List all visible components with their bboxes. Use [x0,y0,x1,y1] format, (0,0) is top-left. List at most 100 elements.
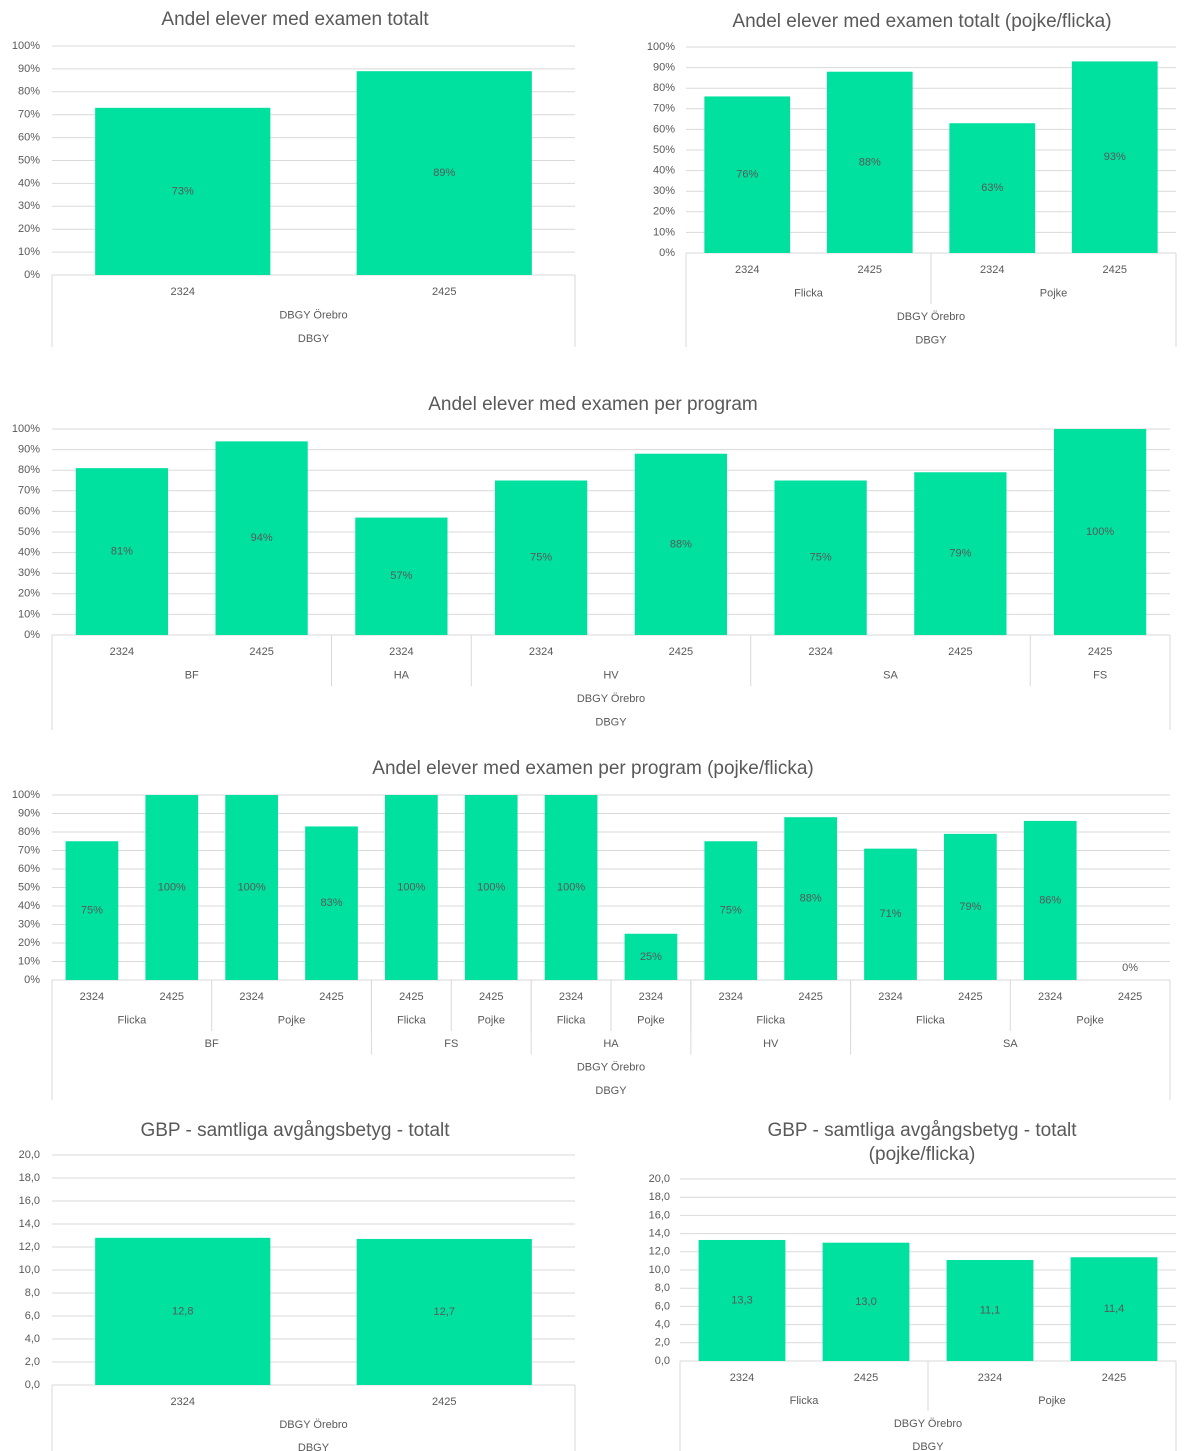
y-tick-label: 20% [653,206,675,218]
bar [65,841,119,980]
bar [864,848,917,980]
y-tick-label: 20% [18,937,40,949]
category-group-label: BF [205,1038,219,1050]
category-group-label: Flicka [117,1014,147,1026]
category-group-label: Flicka [397,1014,427,1026]
x-tick-label: 2425 [1102,1372,1126,1384]
y-tick-label: 20,0 [19,1149,40,1161]
y-tick-label: 40% [18,900,40,912]
y-tick-label: 50% [653,144,675,156]
x-tick-label: 2324 [239,991,263,1003]
x-tick-label: 2425 [1088,646,1112,658]
value-label: 11,4 [1104,1303,1125,1315]
y-tick-label: 12,0 [649,1246,670,1258]
y-tick-label: 4,0 [655,1319,670,1331]
x-tick-label: 2324 [730,1372,754,1384]
x-tick-label: 2425 [432,1396,456,1408]
value-label: 12,8 [172,1305,193,1317]
y-tick-label: 10% [653,226,675,238]
value-label: 76% [736,169,758,181]
category-group-label: Pojke [1076,1014,1104,1026]
category-group-label: Flicka [916,1014,946,1026]
value-label: 88% [670,538,692,550]
category-group-label: Flicka [557,1014,587,1026]
value-label: 73% [172,185,194,197]
category-group-label: Pojke [1040,287,1068,299]
x-tick-label: 2324 [878,991,902,1003]
x-tick-label: 2324 [389,646,413,658]
x-tick-label: 2324 [735,264,759,276]
bar [355,517,448,635]
y-tick-label: 10,0 [19,1264,40,1276]
category-group-label: DBGY [298,1442,330,1451]
x-tick-label: 2425 [160,991,184,1003]
y-tick-label: 60% [653,123,675,135]
y-tick-label: 30% [653,185,675,197]
bar [95,107,271,275]
y-tick-label: 16,0 [649,1209,670,1221]
value-label: 12,7 [434,1306,455,1318]
y-tick-label: 14,0 [649,1228,670,1240]
y-tick-label: 16,0 [19,1195,40,1207]
category-group-label: SA [1003,1038,1018,1050]
x-tick-label: 2324 [719,991,743,1003]
bar [385,795,438,980]
category-group-label: HA [394,669,410,681]
x-tick-label: 2324 [808,646,832,658]
category-group-label: FS [444,1038,458,1050]
value-label: 100% [158,881,186,893]
bar [826,71,913,253]
y-tick-label: 70% [18,485,40,497]
bar [95,1237,271,1385]
bar [914,472,1007,635]
bar [704,841,758,980]
y-tick-label: 40% [18,177,40,189]
x-tick-label: 2425 [1118,991,1142,1003]
y-tick-label: 60% [18,132,40,144]
x-tick-label: 2425 [479,991,503,1003]
bar [784,817,837,980]
y-tick-label: 12,0 [19,1241,40,1253]
bar [145,795,199,980]
bar [634,453,727,635]
category-group-label: DBGY [912,1441,944,1451]
x-tick-label: 2324 [80,991,104,1003]
bar [946,1259,1034,1361]
category-group-label: HA [603,1038,619,1050]
chart-title: Andel elever med examen totalt [161,9,429,30]
x-tick-label: 2324 [529,646,553,658]
category-group-label: DBGY Örebro [577,1061,645,1073]
x-tick-label: 2425 [798,991,822,1003]
value-label: 89% [433,167,455,179]
chart-title: Andel elever med examen per program [428,394,758,415]
x-tick-label: 2425 [399,991,423,1003]
y-tick-label: 20% [18,223,40,235]
x-tick-label: 2425 [854,1372,878,1384]
y-tick-label: 50% [18,881,40,893]
y-tick-label: 6,0 [25,1310,40,1322]
x-tick-label: 2324 [639,991,663,1003]
category-group-label: Pojke [278,1014,306,1026]
y-tick-label: 10% [18,955,40,967]
bar [225,795,278,980]
category-group-label: Flicka [794,287,824,299]
y-tick-label: 30% [18,200,40,212]
x-tick-label: 2425 [669,646,693,658]
y-tick-label: 100% [12,789,40,801]
category-group-label: DBGY [595,1085,627,1097]
x-tick-label: 2425 [948,646,972,658]
y-tick-label: 40% [18,547,40,559]
category-group-label: SA [883,669,898,681]
y-tick-label: 70% [18,844,40,856]
x-tick-label: 2324 [978,1372,1002,1384]
bar [1054,429,1147,635]
value-label: 83% [320,897,342,909]
category-group-label: Pojke [477,1014,505,1026]
y-tick-label: 60% [18,505,40,517]
category-group-label: DBGY Örebro [897,311,965,323]
x-tick-label: 2425 [1103,264,1127,276]
value-label: 88% [800,893,822,905]
bar [704,96,791,253]
